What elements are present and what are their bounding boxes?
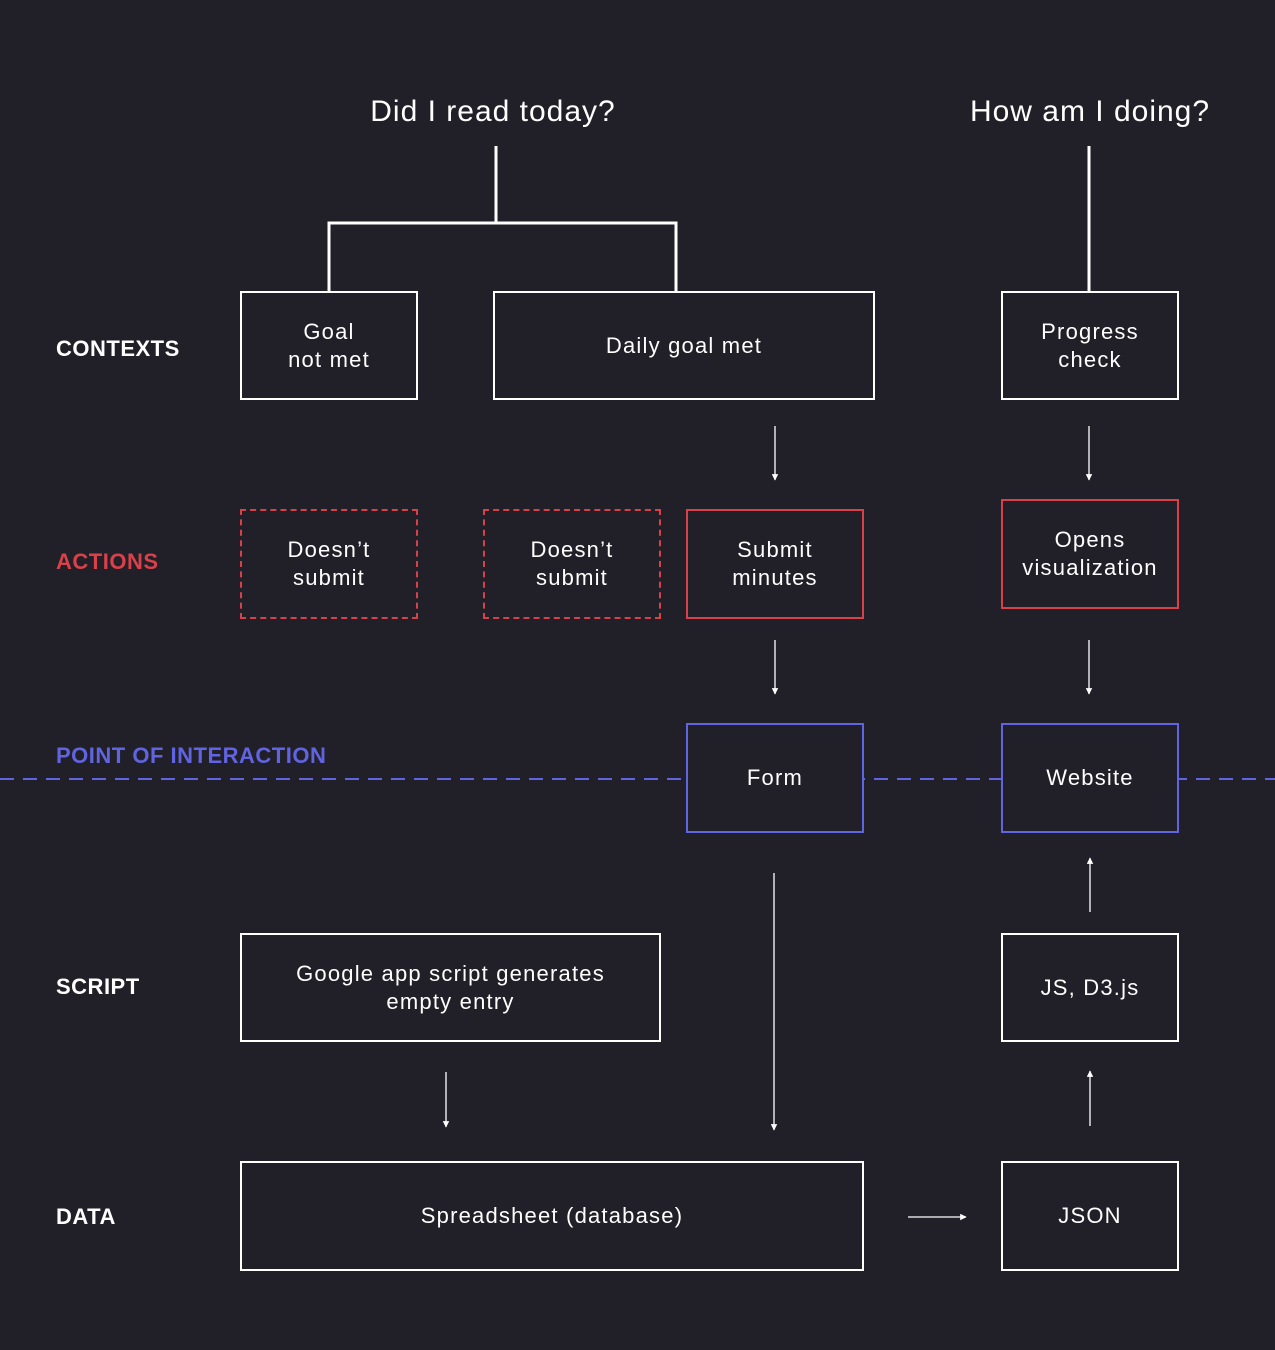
row-label-point-of-interaction: POINT OF INTERACTION bbox=[56, 743, 327, 768]
question-how-am-i-doing: How am I doing? bbox=[969, 95, 1211, 128]
node-doesnt-submit-2: Doesn’t submit bbox=[483, 509, 661, 619]
row-label-actions: ACTIONS bbox=[56, 549, 159, 574]
node-spreadsheet: Spreadsheet (database) bbox=[240, 1161, 864, 1271]
node-goal-not-met: Goal not met bbox=[240, 291, 418, 400]
node-js-d3: JS, D3.js bbox=[1001, 933, 1179, 1042]
node-json: JSON bbox=[1001, 1161, 1179, 1271]
question-did-i-read-today: Did I read today? bbox=[370, 95, 616, 128]
row-label-data: DATA bbox=[56, 1204, 116, 1229]
node-submit-minutes: Submit minutes bbox=[686, 509, 864, 619]
node-progress-check: Progress check bbox=[1001, 291, 1179, 400]
row-label-contexts: CONTEXTS bbox=[56, 336, 180, 361]
row-label-script: SCRIPT bbox=[56, 974, 140, 999]
node-doesnt-submit-1: Doesn’t submit bbox=[240, 509, 418, 619]
node-daily-goal-met: Daily goal met bbox=[493, 291, 875, 400]
node-form: Form bbox=[686, 723, 864, 833]
node-website: Website bbox=[1001, 723, 1179, 833]
node-opens-visualization: Opens visualization bbox=[1001, 499, 1179, 609]
daily-question-branches bbox=[327, 221, 678, 292]
node-google-app-script: Google app script generates empty entry bbox=[240, 933, 661, 1042]
